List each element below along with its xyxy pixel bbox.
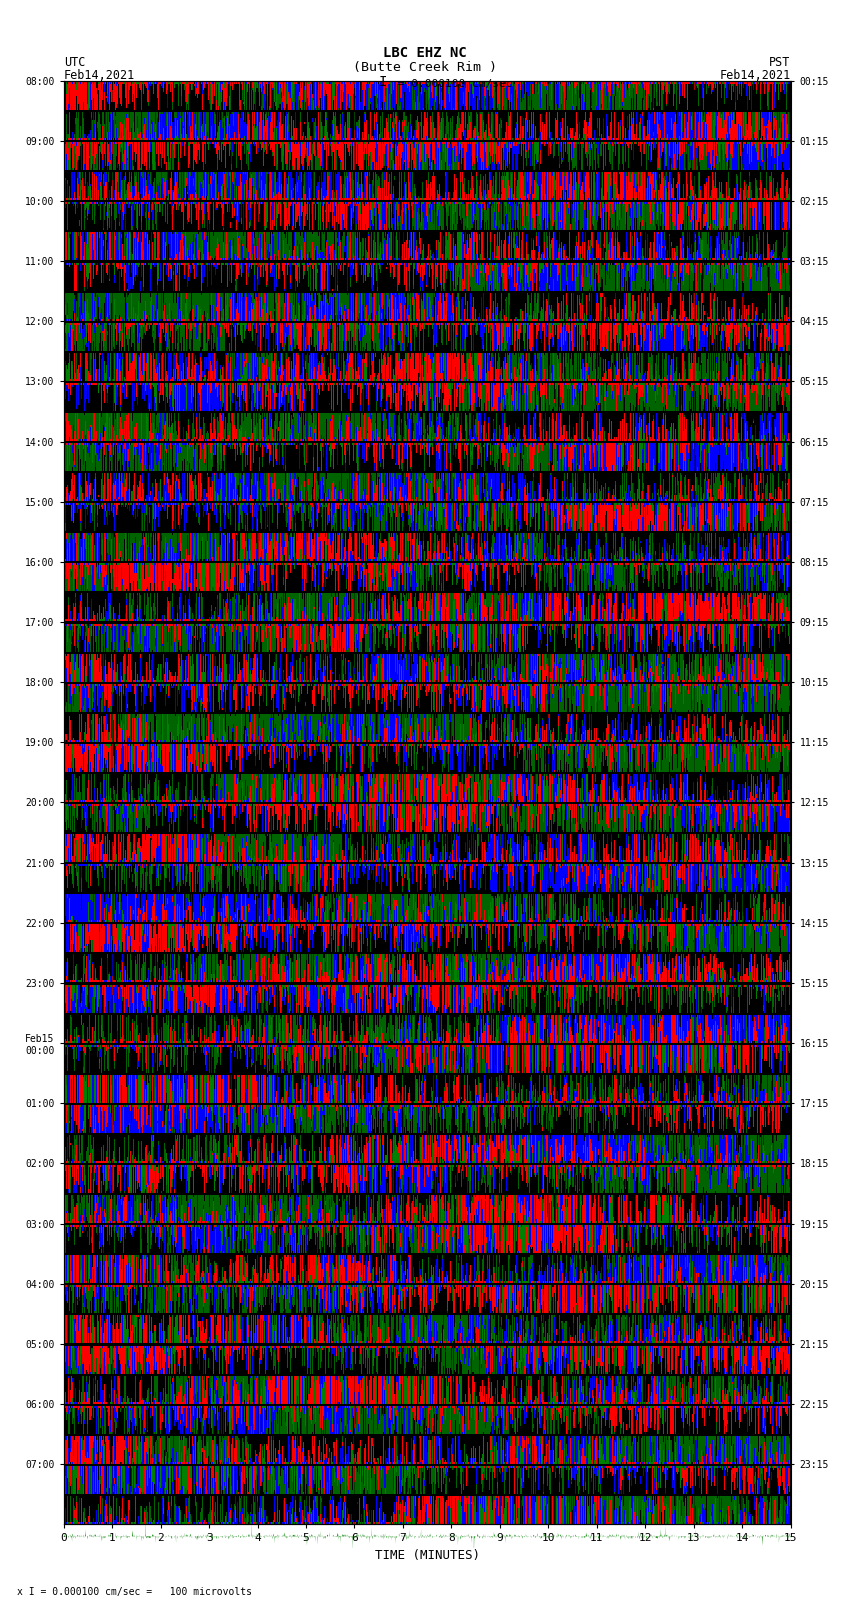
Text: LBC EHZ NC: LBC EHZ NC (383, 45, 467, 60)
Text: I: I (378, 74, 387, 89)
Text: UTC: UTC (64, 56, 85, 69)
Text: (Butte Creek Rim ): (Butte Creek Rim ) (353, 61, 497, 74)
Text: x I = 0.000100 cm/sec =   100 microvolts: x I = 0.000100 cm/sec = 100 microvolts (17, 1587, 252, 1597)
Text: PST: PST (769, 56, 790, 69)
X-axis label: TIME (MINUTES): TIME (MINUTES) (375, 1548, 479, 1561)
Text: Feb14,2021: Feb14,2021 (719, 69, 791, 82)
Text: = 0.000100 cm/sec: = 0.000100 cm/sec (391, 79, 513, 89)
Text: Feb14,2021: Feb14,2021 (64, 69, 135, 82)
